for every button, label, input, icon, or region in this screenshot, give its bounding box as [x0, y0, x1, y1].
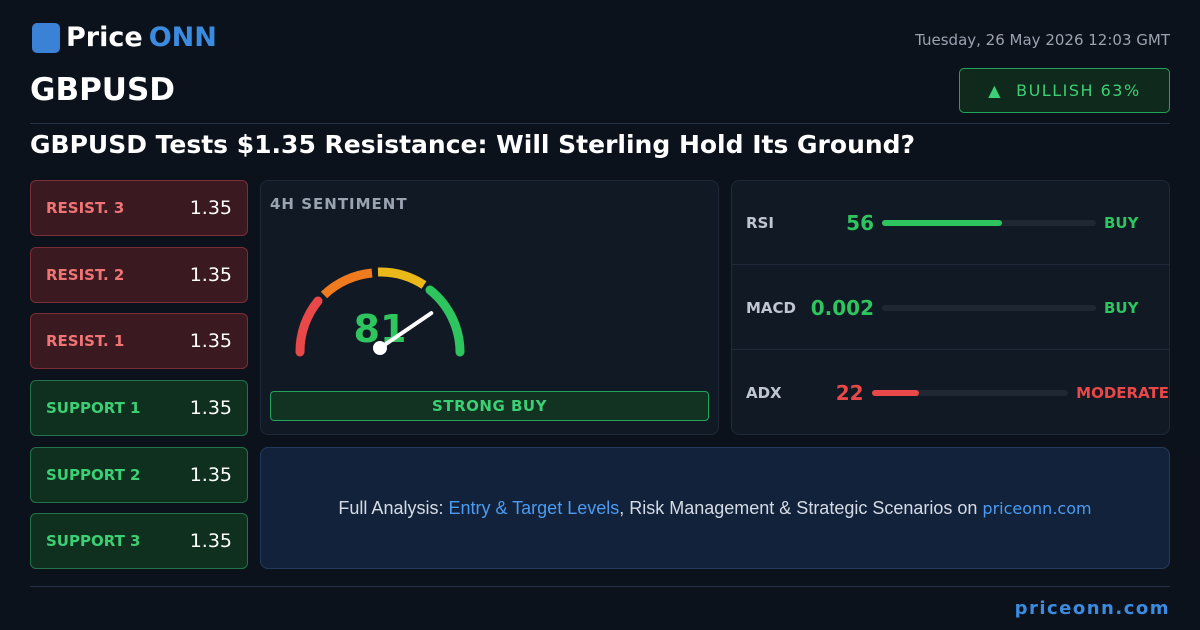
logo-suffix: ONN [148, 22, 217, 53]
badge-icon: ▲ [988, 81, 1003, 100]
site-url[interactable]: priceonn.com [1014, 598, 1170, 619]
gauge-yellow [377, 267, 427, 289]
indicator-name: RSI [746, 213, 774, 232]
level-label: RESIST. 3 [46, 199, 125, 217]
gauge-red [295, 296, 323, 357]
level-card: SUPPORT 1 1.35 [30, 380, 248, 436]
logo: Price ONN [32, 22, 217, 53]
level-label: SUPPORT 3 [46, 532, 141, 550]
level-value: 1.35 [189, 530, 232, 552]
indicator-signal: BUY [1104, 213, 1139, 232]
level-card: RESIST. 1 1.35 [30, 313, 248, 369]
level-label: RESIST. 2 [46, 266, 125, 284]
footer-lead: Full Analysis: [338, 497, 449, 518]
gauge-orange [320, 268, 373, 299]
level-value: 1.35 [189, 264, 232, 286]
indicator-track [882, 304, 1096, 311]
gauge-green [425, 285, 465, 357]
indicator-row: ADX 22 MODERATE [732, 351, 1169, 435]
gauge-hub [373, 341, 387, 355]
level-card: SUPPORT 3 1.35 [30, 513, 248, 569]
indicator-signal: BUY [1104, 298, 1139, 317]
level-card: RESIST. 3 1.35 [30, 180, 248, 236]
level-value: 1.35 [189, 397, 232, 419]
indicator-bar [882, 219, 1002, 226]
indicator-name: ADX [746, 384, 782, 402]
indicator-name: MACD [746, 298, 796, 317]
indicator-track [871, 390, 1069, 396]
level-value: 1.35 [189, 464, 232, 486]
indicator-row: MACD 0.002 BUY [732, 266, 1169, 350]
level-card: SUPPORT 2 1.35 [30, 447, 248, 503]
gauge: 81 [295, 267, 465, 357]
level-card: RESIST. 2 1.35 [30, 247, 248, 303]
logo-prefix: Price [66, 22, 143, 53]
sentiment-verdict: STRONG BUY [270, 391, 709, 421]
level-label: RESIST. 1 [46, 332, 125, 350]
badge: ▲ BULLISH 63% [959, 68, 1170, 113]
divider [30, 586, 1170, 587]
footer-site[interactable]: priceonn.com [982, 498, 1092, 518]
indicator-row: RSI 56 BUY [732, 181, 1169, 265]
badge-text: BULLISH 63% [1016, 81, 1141, 100]
indicator-value: 0.002 [810, 295, 874, 320]
level-label: SUPPORT 2 [46, 466, 141, 484]
logo-icon [32, 22, 60, 53]
footer-link[interactable]: Entry & Target Levels [448, 497, 620, 518]
level-value: 1.35 [189, 330, 232, 352]
level-label: SUPPORT 1 [46, 399, 141, 417]
indicator-value: 22 [835, 381, 864, 405]
divider [30, 123, 1170, 124]
footer-middle: , Risk Management & Strategic Scenarios … [619, 497, 983, 518]
symbol: GBPUSD [30, 72, 176, 108]
headline: GBPUSD Tests $1.35 Resistance: Will Ster… [30, 130, 916, 159]
level-value: 1.35 [189, 197, 232, 219]
indicator-signal: MODERATE [1076, 384, 1169, 402]
sentiment-title: 4H SENTIMENT [270, 195, 408, 213]
gauge-needle [378, 311, 434, 350]
indicator-bar [871, 390, 919, 396]
indicator-value: 56 [846, 210, 874, 235]
date: Tuesday, 26 May 2026 12:03 GMT [915, 31, 1170, 49]
footer-panel: Full Analysis: Entry & Target Levels, Ri… [260, 447, 1170, 569]
indicator-track [882, 219, 1096, 226]
